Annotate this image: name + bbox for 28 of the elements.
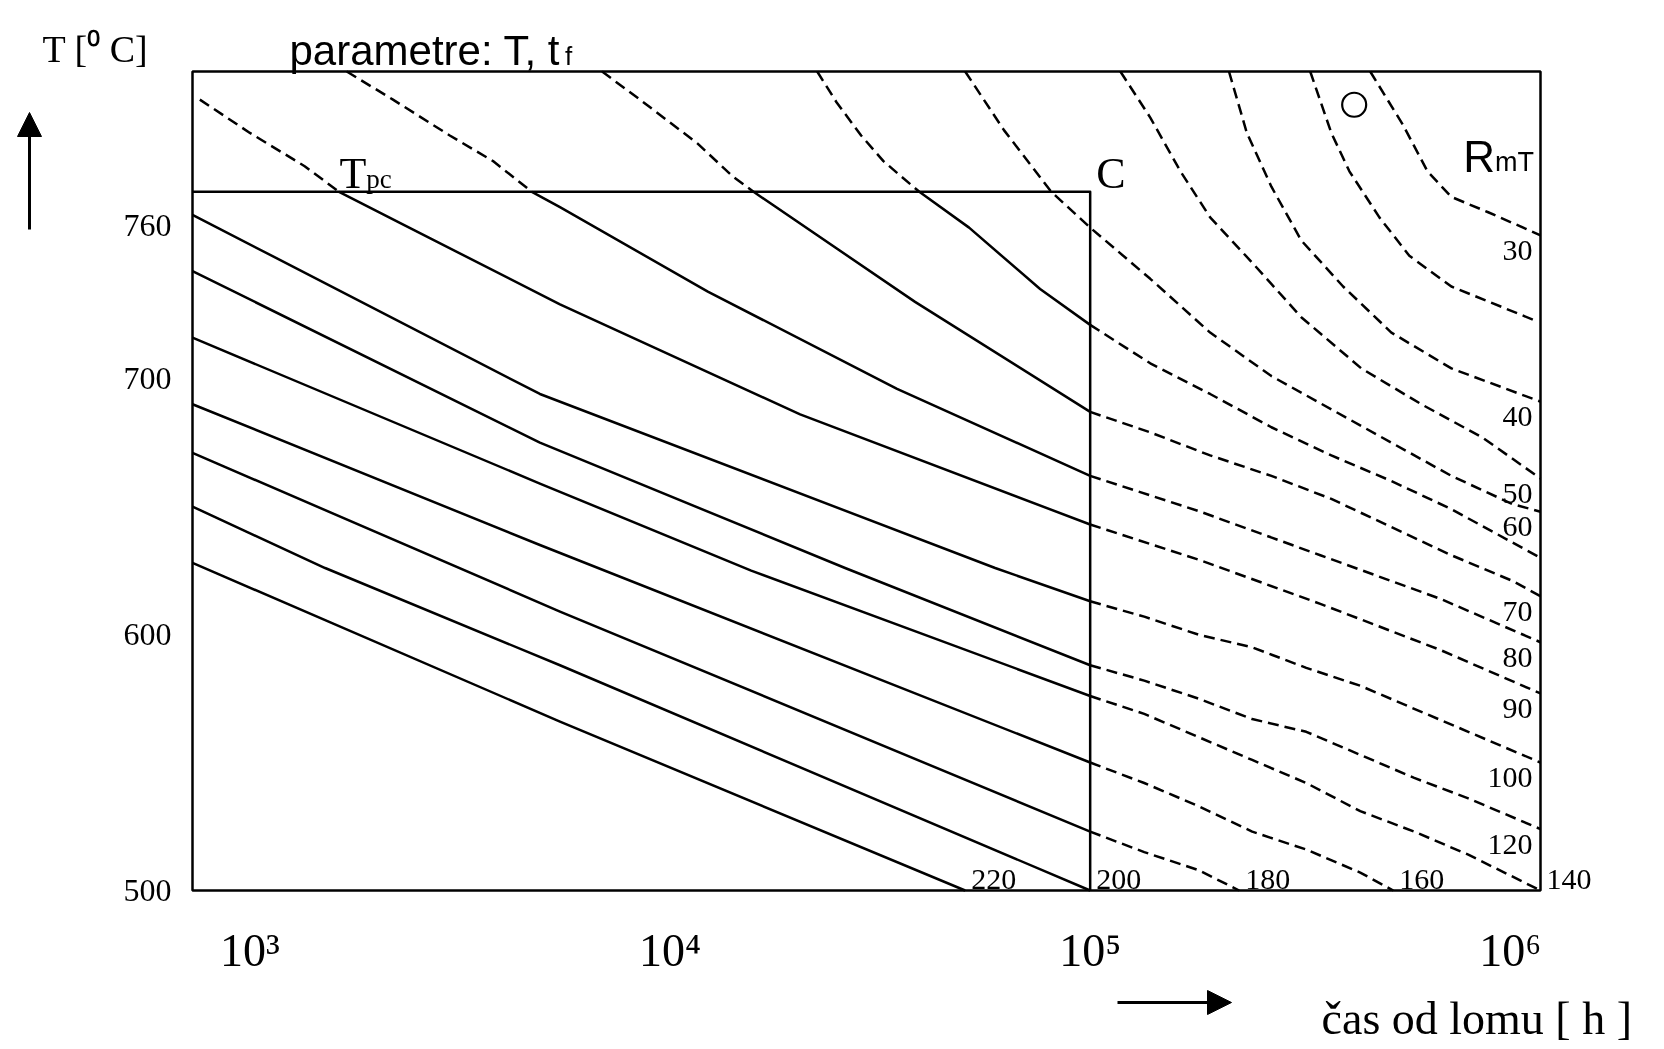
series-label: 70 bbox=[1502, 593, 1533, 627]
series-label: 160 bbox=[1399, 861, 1445, 895]
series-label: 180 bbox=[1245, 861, 1291, 895]
annotation: Tpc bbox=[339, 149, 392, 199]
x-tick-label: 10⁶ bbox=[1479, 924, 1542, 976]
series-label: 40 bbox=[1502, 399, 1533, 433]
series-label: 200 bbox=[1096, 861, 1142, 895]
annotation: RmT bbox=[1463, 132, 1535, 181]
series-label: 140 bbox=[1546, 861, 1592, 895]
y-tick-label: 760 bbox=[123, 206, 172, 243]
series-label: 220 bbox=[971, 861, 1017, 895]
series-label: 60 bbox=[1502, 509, 1533, 543]
x-tick-label: 10³ bbox=[220, 924, 280, 976]
x-tick-label: 10⁴ bbox=[639, 924, 702, 976]
y-axis-title: T [⁰ C] bbox=[42, 27, 148, 70]
x-tick-label: 10⁵ bbox=[1059, 924, 1122, 976]
x-axis-title: čas od lomu [ h ] bbox=[1321, 993, 1633, 1044]
y-tick-label: 700 bbox=[123, 360, 172, 397]
chart-title: parametre: T, tf bbox=[289, 27, 573, 74]
y-tick-label: 500 bbox=[123, 872, 172, 908]
annotation: C bbox=[1096, 149, 1126, 199]
series-label: 100 bbox=[1487, 760, 1533, 794]
series-label: 120 bbox=[1487, 826, 1533, 860]
y-tick-label: 600 bbox=[123, 616, 172, 653]
series-label: 80 bbox=[1502, 639, 1533, 673]
series-label: 50 bbox=[1502, 475, 1533, 509]
series-label: 30 bbox=[1502, 232, 1533, 266]
series-label: 90 bbox=[1502, 690, 1533, 724]
